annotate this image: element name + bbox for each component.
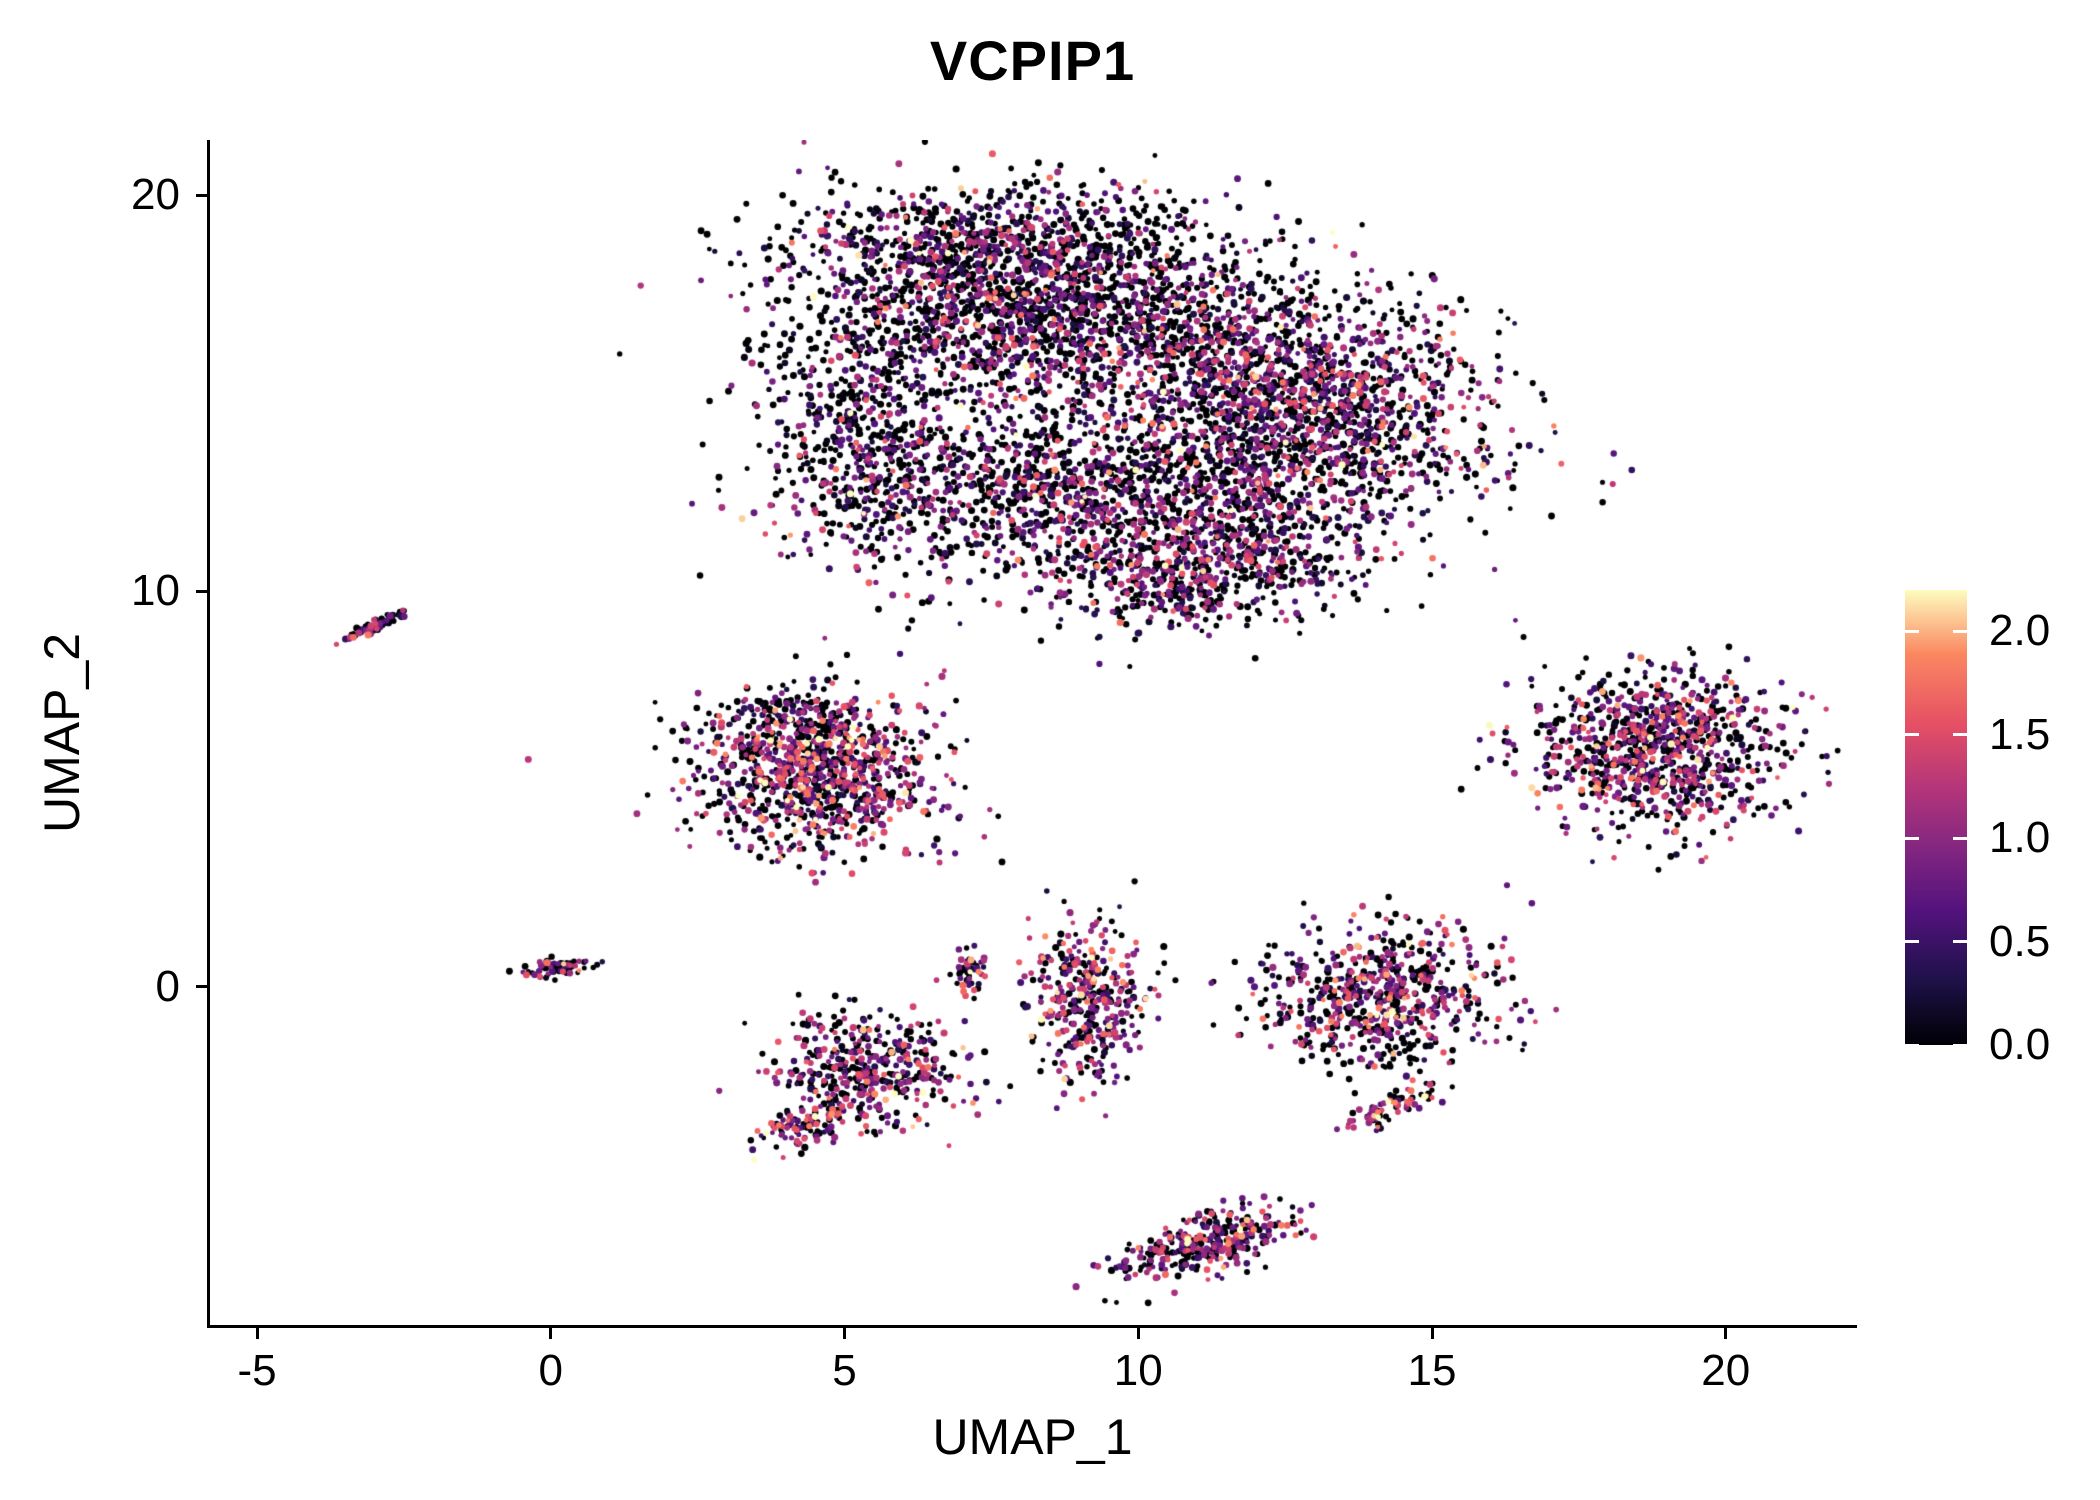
x-tick-label: 15 [1407, 1346, 1457, 1395]
colorbar-tick-mark [1905, 1043, 1919, 1047]
x-tick-label: -5 [237, 1346, 277, 1395]
y-axis-line [207, 140, 210, 1328]
scatter-canvas [210, 140, 1855, 1325]
y-axis-title: UMAP_2 [34, 632, 90, 834]
colorbar-tick-mark [1905, 733, 1919, 737]
colorbar-tick-mark [1953, 629, 1967, 633]
colorbar-tick-label: 2.0 [1989, 606, 2051, 656]
colorbar-legend [1905, 590, 1967, 1045]
colorbar-tick-label: 1.5 [1989, 709, 2051, 759]
y-tick-mark [196, 193, 210, 197]
colorbar-tick-mark [1905, 940, 1919, 944]
x-axis-title: UMAP_1 [932, 1409, 1133, 1465]
x-tick-label: 20 [1701, 1346, 1751, 1395]
colorbar-tick-label: 1.0 [1989, 813, 2051, 863]
x-tick-label: 0 [538, 1346, 563, 1395]
x-tick-mark [255, 1325, 259, 1339]
colorbar-tick-mark [1905, 629, 1919, 633]
colorbar-tick-mark [1905, 836, 1919, 840]
colorbar-tick-mark [1953, 836, 1967, 840]
y-tick-label: 0 [155, 961, 180, 1011]
x-tick-mark [1136, 1325, 1140, 1339]
y-tick-label: 10 [131, 566, 180, 616]
y-tick-mark [196, 985, 210, 989]
x-tick-mark [1430, 1325, 1434, 1339]
colorbar-tick-mark [1953, 733, 1967, 737]
x-tick-label: 10 [1113, 1346, 1163, 1395]
colorbar-tick-label: 0.5 [1989, 916, 2051, 966]
colorbar-tick-mark [1953, 1043, 1967, 1047]
colorbar-tick-label: 0.0 [1989, 1020, 2051, 1069]
y-tick-label: 20 [131, 170, 180, 220]
x-tick-mark [549, 1325, 553, 1339]
x-tick-mark [1724, 1325, 1728, 1339]
x-axis-line [207, 1325, 1857, 1328]
x-tick-mark [843, 1325, 846, 1339]
colorbar-tick-mark [1953, 940, 1967, 944]
x-tick-label: 5 [832, 1346, 857, 1395]
y-tick-mark [196, 589, 210, 593]
plot-title: VCPIP1 [929, 29, 1136, 92]
